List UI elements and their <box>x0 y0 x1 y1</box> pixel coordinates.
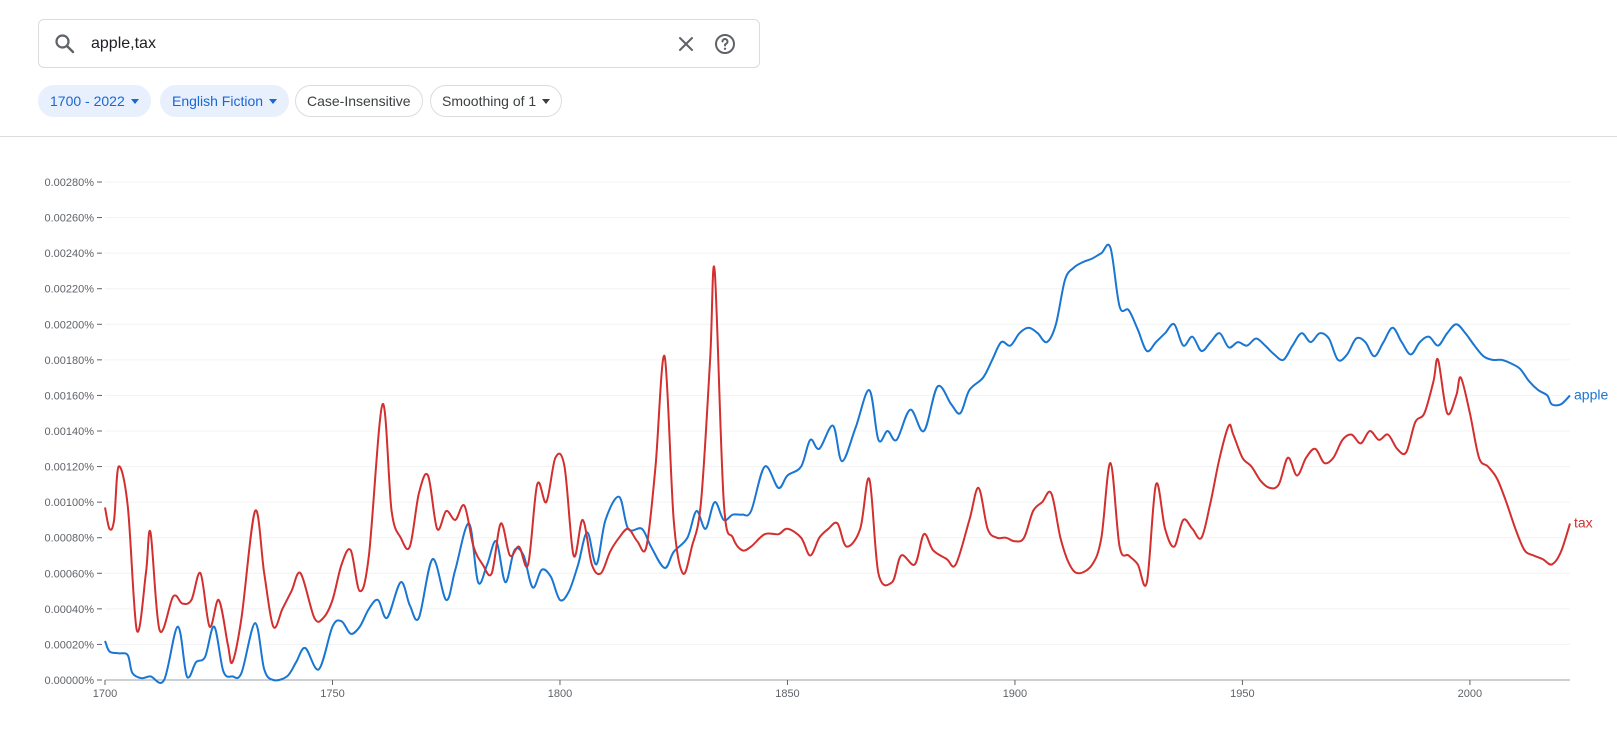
search-box <box>38 19 760 68</box>
y-tick-label: 0.00100% <box>44 497 94 509</box>
header: 1700 - 2022 English Fiction Case-Insensi… <box>0 0 1617 137</box>
x-tick-label: 1900 <box>1003 688 1027 700</box>
series-line-tax <box>104 265 1571 665</box>
smoothing-dropdown[interactable]: Smoothing of 1 <box>430 85 563 117</box>
help-circle-icon[interactable] <box>713 32 737 56</box>
series-label-apple: apple <box>1574 386 1608 402</box>
ngram-chart: 0.00000% 0.00020% 0.00040% 0.00060% 0.00080%… <box>44 177 1608 700</box>
y-tick-label: 0.00000% <box>44 675 94 687</box>
x-tick-label: 2000 <box>1458 688 1482 700</box>
chart-area: 0.00000% 0.00020% 0.00040% 0.00060% 0.00080%… <box>0 137 1617 737</box>
y-tick-label: 0.00220% <box>44 284 94 296</box>
close-icon[interactable] <box>674 32 698 56</box>
y-tick-label: 0.00140% <box>44 426 94 438</box>
y-tick-label: 0.00080% <box>44 533 94 545</box>
y-tick-label: 0.00120% <box>44 462 94 474</box>
case-insensitive-toggle[interactable]: Case-Insensitive <box>295 85 423 117</box>
corpus-label: English Fiction <box>172 93 264 109</box>
y-tick-label: 0.00260% <box>44 213 94 225</box>
y-tick-label: 0.00060% <box>44 568 94 580</box>
series-line-apple <box>104 243 1571 684</box>
series-label-tax: tax <box>1574 514 1593 530</box>
search-icon <box>55 34 75 54</box>
y-tick-label: 0.00180% <box>44 355 94 367</box>
x-tick-label: 1850 <box>775 688 799 700</box>
y-tick-label: 0.00280% <box>44 177 94 189</box>
chevron-down-icon <box>130 98 139 104</box>
y-tick-label: 0.00200% <box>44 319 94 331</box>
smoothing-label: Smoothing of 1 <box>442 93 537 109</box>
x-tick-label: 1950 <box>1230 688 1254 700</box>
y-tick-label: 0.00160% <box>44 390 94 402</box>
year-range-dropdown[interactable]: 1700 - 2022 <box>38 85 151 117</box>
case-label: Case-Insensitive <box>307 93 411 109</box>
x-tick-label: 1700 <box>93 688 117 700</box>
year-range-label: 1700 - 2022 <box>50 93 125 109</box>
search-input[interactable] <box>91 20 651 67</box>
chevron-down-icon <box>542 98 551 104</box>
y-tick-label: 0.00020% <box>44 639 94 651</box>
y-tick-label: 0.00040% <box>44 604 94 616</box>
x-tick-label: 1800 <box>548 688 572 700</box>
y-tick-label: 0.00240% <box>44 248 94 260</box>
corpus-dropdown[interactable]: English Fiction <box>160 85 290 117</box>
x-tick-label: 1750 <box>320 688 344 700</box>
chevron-down-icon <box>269 98 278 104</box>
